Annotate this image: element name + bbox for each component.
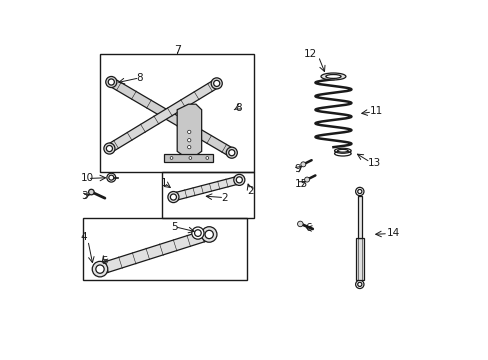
Polygon shape — [177, 104, 201, 156]
Text: 5: 5 — [101, 256, 108, 266]
Circle shape — [205, 157, 208, 159]
Circle shape — [96, 265, 104, 273]
Text: 7: 7 — [173, 45, 181, 55]
Ellipse shape — [320, 73, 345, 80]
Text: 12: 12 — [304, 49, 317, 59]
Circle shape — [167, 192, 179, 203]
Bar — [357, 196, 361, 238]
Circle shape — [236, 177, 242, 183]
Circle shape — [233, 174, 244, 185]
Bar — [100, 54, 254, 172]
Ellipse shape — [337, 149, 347, 152]
Text: 9: 9 — [293, 164, 300, 174]
Circle shape — [211, 78, 222, 89]
Text: 6: 6 — [305, 223, 312, 233]
Text: 4: 4 — [81, 232, 87, 242]
Text: 11: 11 — [369, 106, 383, 116]
Circle shape — [108, 79, 114, 85]
Circle shape — [107, 173, 116, 182]
Circle shape — [170, 157, 173, 159]
Polygon shape — [98, 229, 210, 274]
Circle shape — [213, 80, 219, 86]
Circle shape — [103, 143, 115, 154]
Text: 8: 8 — [136, 73, 142, 83]
Circle shape — [357, 282, 361, 287]
Circle shape — [187, 139, 190, 142]
Text: 8: 8 — [235, 103, 242, 113]
Text: 15: 15 — [294, 179, 307, 189]
Circle shape — [188, 157, 191, 159]
Circle shape — [357, 189, 361, 194]
Text: 2: 2 — [246, 186, 253, 196]
Text: 10: 10 — [81, 174, 94, 184]
Polygon shape — [107, 80, 219, 152]
Circle shape — [204, 230, 213, 239]
Polygon shape — [109, 78, 234, 157]
Circle shape — [187, 145, 190, 149]
Circle shape — [105, 76, 117, 87]
Circle shape — [297, 221, 303, 227]
Circle shape — [300, 162, 305, 167]
Text: 3: 3 — [81, 191, 87, 201]
Circle shape — [92, 261, 107, 277]
Circle shape — [187, 130, 190, 134]
Text: 1: 1 — [161, 178, 167, 188]
Circle shape — [201, 227, 217, 242]
Circle shape — [108, 175, 114, 180]
Text: 2: 2 — [221, 193, 227, 203]
Ellipse shape — [334, 148, 350, 153]
Circle shape — [304, 177, 309, 182]
Bar — [162, 172, 254, 218]
Circle shape — [88, 189, 94, 195]
Circle shape — [226, 147, 237, 158]
Text: 5: 5 — [171, 222, 178, 232]
Circle shape — [170, 194, 176, 200]
Polygon shape — [172, 176, 240, 201]
Circle shape — [355, 187, 363, 195]
Bar — [355, 238, 363, 280]
Circle shape — [191, 227, 203, 239]
Text: 13: 13 — [367, 158, 381, 168]
Circle shape — [106, 145, 112, 152]
Circle shape — [228, 150, 234, 156]
Ellipse shape — [325, 75, 340, 78]
Circle shape — [194, 230, 201, 237]
Polygon shape — [163, 154, 213, 162]
Bar — [83, 218, 246, 280]
Circle shape — [355, 280, 363, 288]
Text: 14: 14 — [386, 228, 400, 238]
